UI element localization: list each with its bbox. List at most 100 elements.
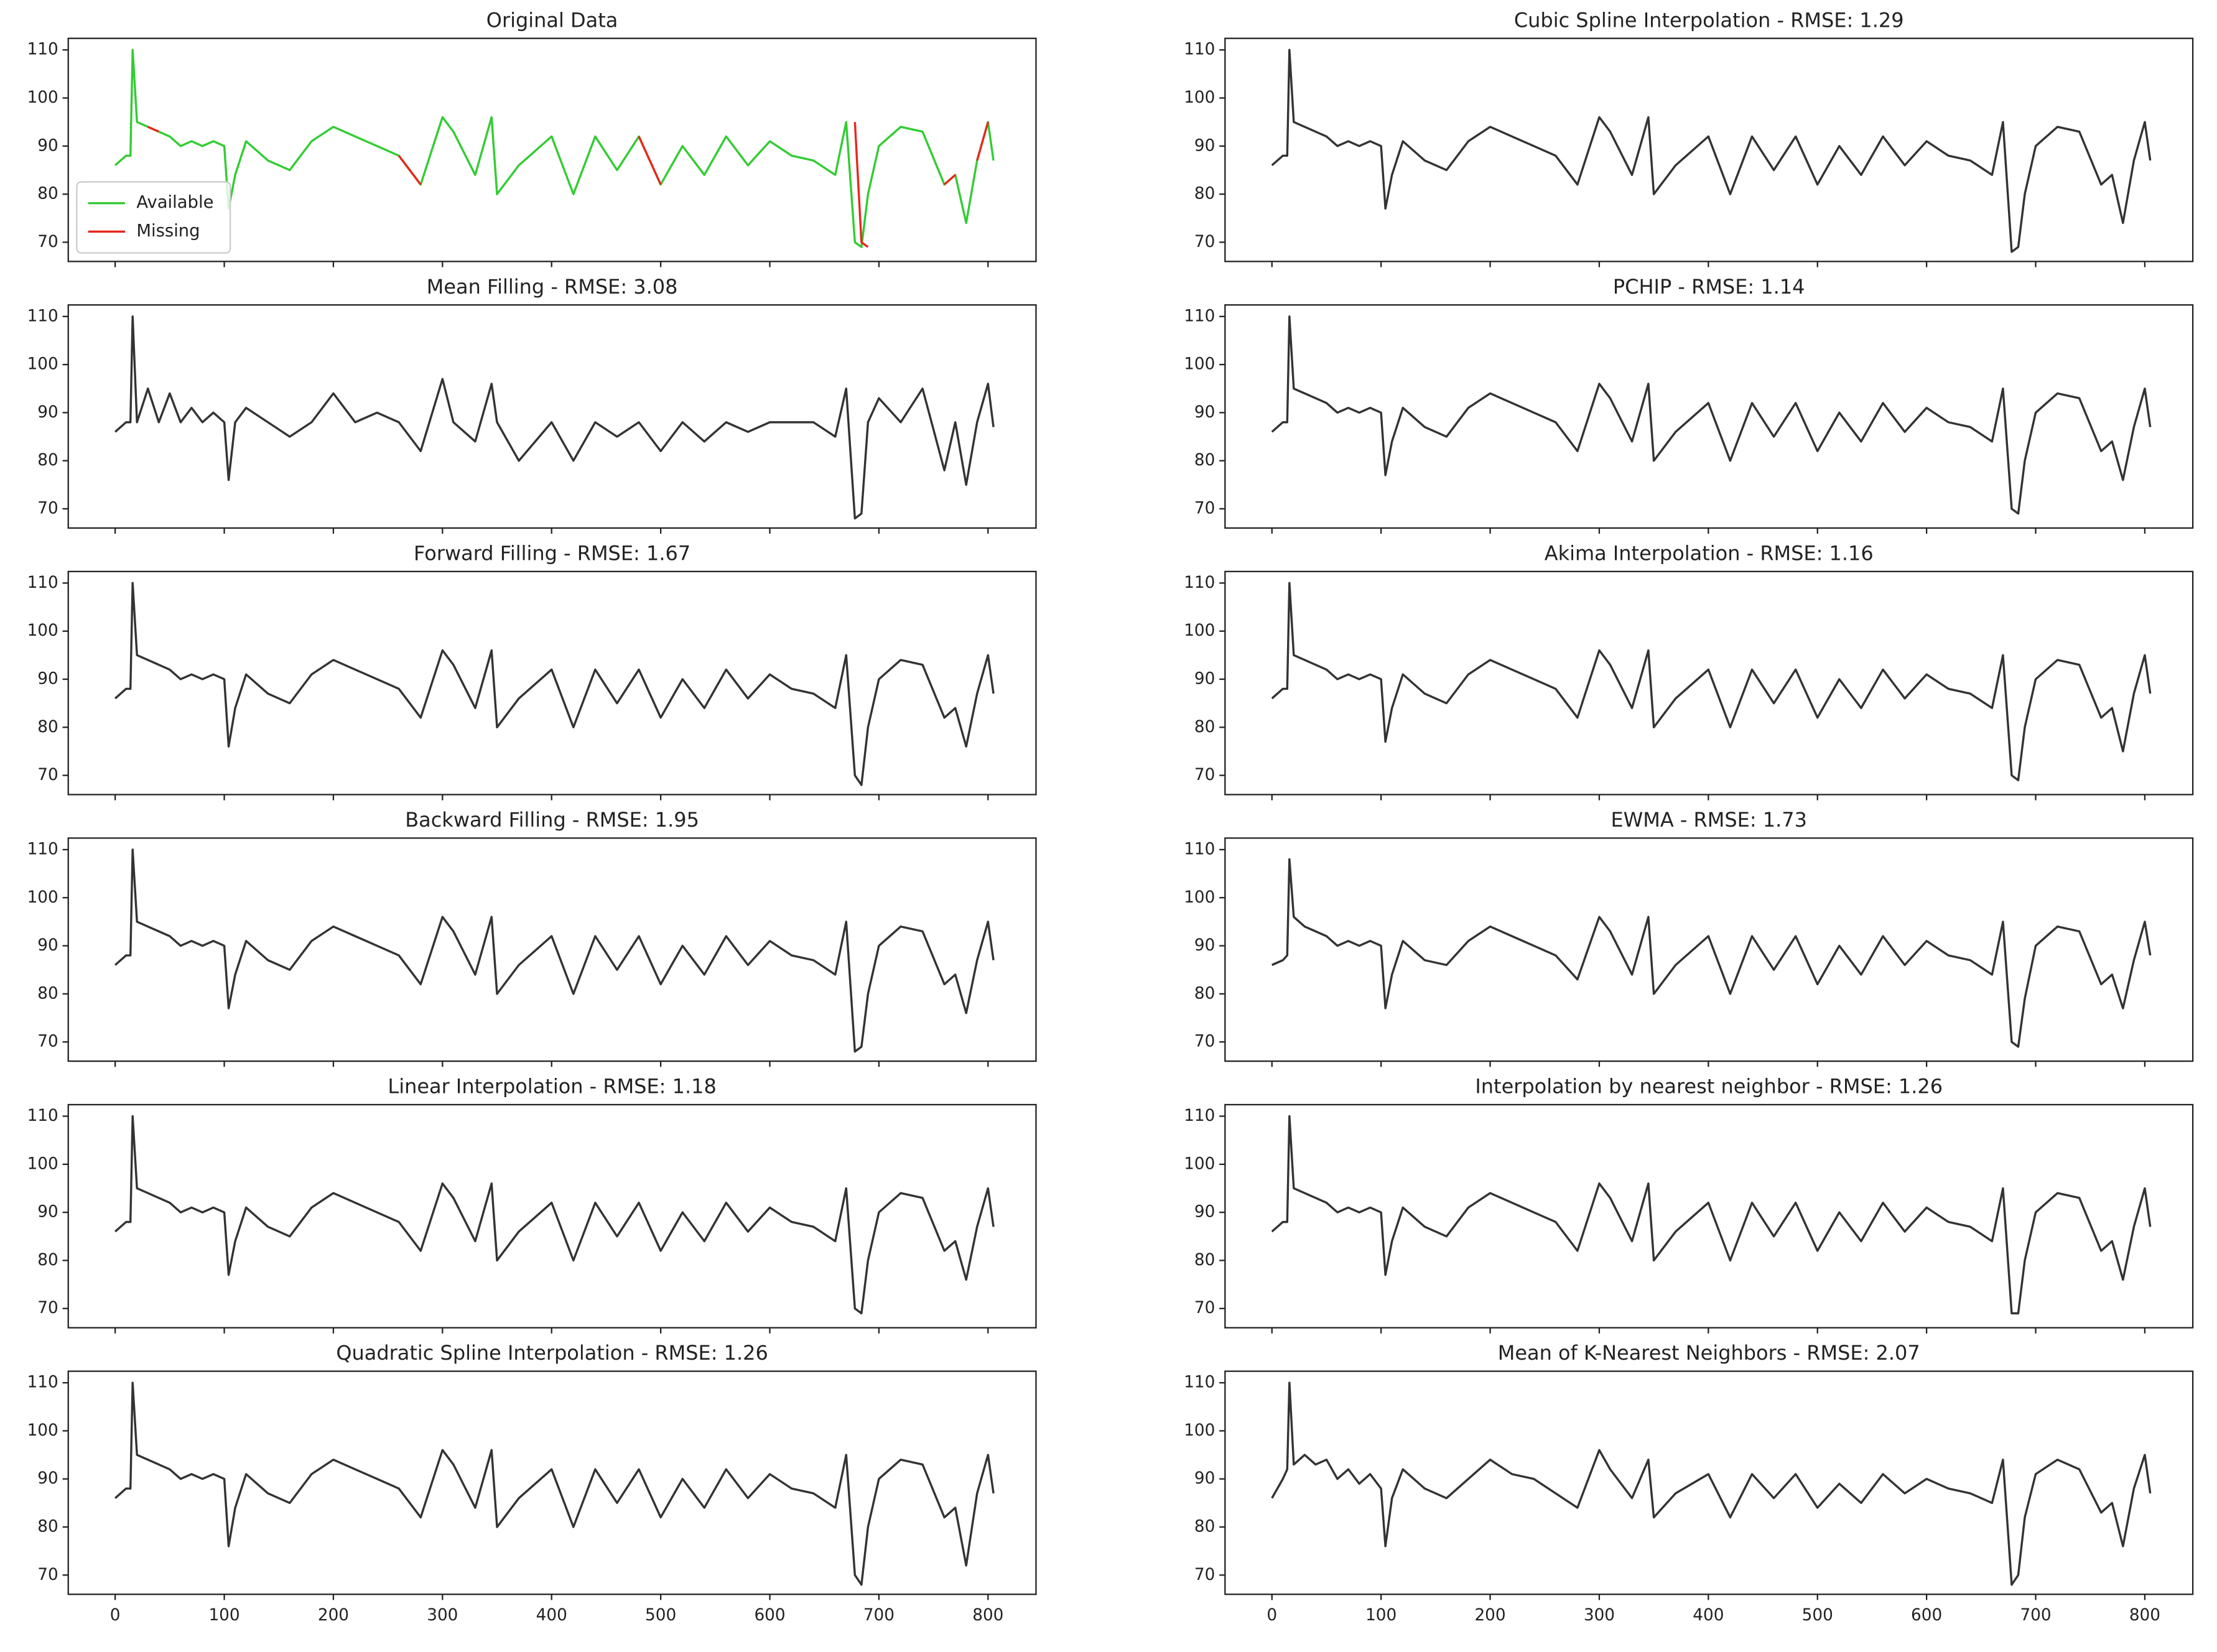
plot-frame bbox=[67, 37, 1037, 262]
plot-frame bbox=[1224, 837, 2194, 1062]
y-tick-label: 100 bbox=[1184, 1154, 1215, 1173]
y-tick-label: 80 bbox=[37, 1518, 58, 1536]
series-line bbox=[114, 1115, 995, 1315]
x-tick-label: 300 bbox=[427, 1606, 458, 1625]
y-tick-label: 80 bbox=[1194, 1251, 1215, 1269]
legend-label: Available bbox=[136, 193, 213, 212]
y-tick-label: 110 bbox=[27, 840, 58, 858]
y-tick-label: 100 bbox=[27, 1421, 58, 1440]
y-tick-label: 80 bbox=[37, 984, 58, 1003]
x-tick-label: 500 bbox=[645, 1606, 676, 1625]
plot-background bbox=[68, 1371, 1036, 1595]
y-tick-label: 90 bbox=[37, 136, 58, 155]
y-tick-label: 80 bbox=[37, 718, 58, 736]
y-tick-label: 110 bbox=[1184, 1107, 1215, 1125]
y-tick-label: 110 bbox=[27, 307, 58, 325]
y-tick-label: 110 bbox=[1184, 840, 1215, 858]
y-tick-label: 90 bbox=[1194, 1203, 1215, 1222]
subplot-title: PCHIP - RMSE: 1.14 bbox=[1613, 275, 1805, 299]
x-tick-label: 800 bbox=[2129, 1606, 2160, 1625]
y-tick-label: 70 bbox=[1194, 1299, 1215, 1317]
y-tick-label: 70 bbox=[37, 1566, 58, 1584]
y-tick-label: 80 bbox=[1194, 984, 1215, 1003]
y-tick-label: 90 bbox=[37, 669, 58, 688]
y-tick-label: 70 bbox=[37, 1299, 58, 1317]
x-tick-label: 300 bbox=[1584, 1606, 1615, 1625]
subplot: Original Data 70 80 90 100 110 Available Missin… bbox=[27, 8, 1037, 267]
y-tick-label: 100 bbox=[1184, 888, 1215, 907]
y-tick-label: 80 bbox=[1194, 1518, 1215, 1536]
subplot: Quadratic Spline Interpolation - RMSE: 1… bbox=[27, 1341, 1037, 1625]
plot-background bbox=[1225, 838, 2193, 1062]
plot-frame bbox=[1224, 1370, 2194, 1595]
plot-frame bbox=[67, 304, 1037, 529]
x-tick-label: 800 bbox=[972, 1606, 1003, 1625]
series-line bbox=[1271, 582, 2152, 782]
plot-background bbox=[1225, 305, 2193, 528]
legend-label: Missing bbox=[136, 221, 200, 241]
plot-frame bbox=[67, 1103, 1037, 1329]
series-line bbox=[147, 121, 989, 248]
y-tick-label: 70 bbox=[1194, 499, 1215, 518]
series-line bbox=[1271, 49, 2152, 253]
y-tick-label: 110 bbox=[1184, 307, 1215, 325]
y-tick-label: 90 bbox=[1194, 669, 1215, 688]
series-line bbox=[114, 848, 995, 1053]
x-tick-label: 0 bbox=[110, 1606, 121, 1625]
subplot-title: Original Data bbox=[486, 8, 618, 32]
series-line bbox=[114, 49, 995, 248]
subplot-title: Mean of K-Nearest Neighbors - RMSE: 2.07 bbox=[1498, 1341, 1920, 1365]
y-tick-label: 90 bbox=[37, 1203, 58, 1222]
y-tick-label: 70 bbox=[1194, 766, 1215, 784]
x-tick-label: 600 bbox=[754, 1606, 785, 1625]
x-tick-label: 500 bbox=[1802, 1606, 1833, 1625]
series-line bbox=[114, 582, 995, 786]
plot-background bbox=[68, 305, 1036, 528]
y-tick-label: 70 bbox=[37, 499, 58, 518]
x-tick-label: 700 bbox=[2020, 1606, 2051, 1625]
subplot: Akima Interpolation - RMSE: 1.16 70 80 90 10… bbox=[1184, 541, 2194, 800]
y-tick-label: 110 bbox=[1184, 573, 1215, 592]
x-tick-label: 600 bbox=[1911, 1606, 1942, 1625]
y-tick-label: 110 bbox=[27, 1107, 58, 1125]
y-tick-label: 110 bbox=[1184, 40, 1215, 59]
subplot-title: EWMA - RMSE: 1.73 bbox=[1610, 808, 1807, 832]
y-tick-label: 90 bbox=[37, 1469, 58, 1488]
plot-frame bbox=[67, 837, 1037, 1062]
subplot: Mean of K-Nearest Neighbors - RMSE: 2.07… bbox=[1184, 1341, 2194, 1625]
y-tick-label: 100 bbox=[27, 1154, 58, 1173]
subplot-title: Backward Filling - RMSE: 1.95 bbox=[405, 808, 699, 832]
subplot-title: Linear Interpolation - RMSE: 1.18 bbox=[388, 1075, 716, 1098]
plot-frame bbox=[1224, 570, 2194, 796]
y-tick-label: 80 bbox=[1194, 185, 1215, 203]
plot-frame bbox=[67, 1370, 1037, 1595]
subplot: PCHIP - RMSE: 1.14 70 80 90 100 110 bbox=[1184, 275, 2194, 534]
y-tick-label: 90 bbox=[1194, 936, 1215, 955]
series-line bbox=[1271, 1115, 2152, 1315]
subplot-title: Quadratic Spline Interpolation - RMSE: 1… bbox=[336, 1341, 768, 1365]
y-tick-label: 80 bbox=[37, 185, 58, 203]
series-line bbox=[1271, 1381, 2152, 1586]
y-tick-label: 100 bbox=[27, 621, 58, 640]
x-tick-label: 400 bbox=[536, 1606, 567, 1625]
plot-background bbox=[1225, 1371, 2193, 1595]
y-tick-label: 110 bbox=[1184, 1373, 1215, 1392]
y-tick-label: 70 bbox=[1194, 233, 1215, 251]
series-line bbox=[1271, 315, 2152, 515]
series-line bbox=[1271, 858, 2152, 1048]
y-tick-label: 100 bbox=[1184, 88, 1215, 107]
y-tick-label: 100 bbox=[1184, 621, 1215, 640]
subplot: Linear Interpolation - RMSE: 1.18 70 80 90 1… bbox=[27, 1075, 1037, 1334]
subplot-title: Akima Interpolation - RMSE: 1.16 bbox=[1545, 541, 1874, 565]
y-tick-label: 80 bbox=[1194, 451, 1215, 470]
y-tick-label: 100 bbox=[27, 888, 58, 907]
plot-background bbox=[1225, 1104, 2193, 1328]
y-tick-label: 70 bbox=[37, 1032, 58, 1051]
x-tick-label: 200 bbox=[318, 1606, 349, 1625]
x-tick-label: 400 bbox=[1693, 1606, 1724, 1625]
plot-background bbox=[68, 571, 1036, 795]
y-tick-label: 90 bbox=[37, 403, 58, 422]
y-tick-label: 90 bbox=[1194, 403, 1215, 422]
